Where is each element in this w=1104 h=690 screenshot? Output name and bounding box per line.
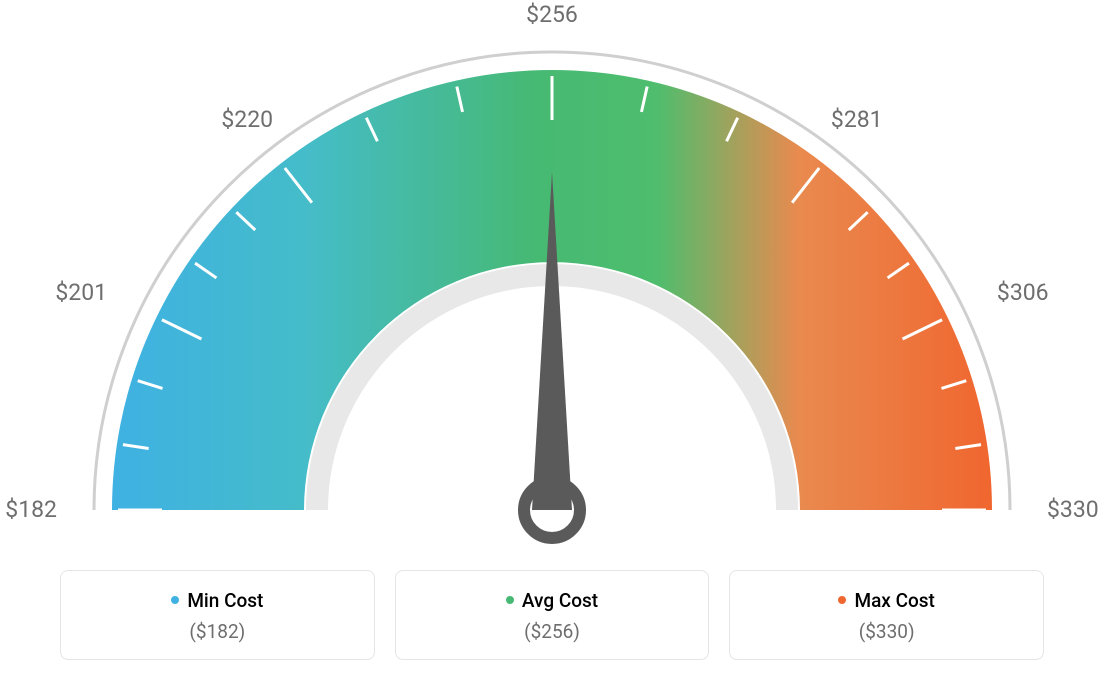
svg-text:$182: $182 <box>5 496 57 523</box>
legend-card-min: Min Cost ($182) <box>60 570 375 660</box>
legend-value-min: ($182) <box>71 620 364 643</box>
legend-label-avg: Avg Cost <box>522 589 598 612</box>
legend-row: Min Cost ($182) Avg Cost ($256) Max Cost… <box>60 570 1044 660</box>
legend-title-min: Min Cost <box>71 589 364 612</box>
svg-text:$220: $220 <box>221 106 273 133</box>
gauge-svg: $182 $201 $220 $256 $281 $306 $330 <box>0 0 1104 560</box>
svg-text:$281: $281 <box>831 106 883 133</box>
svg-text:$306: $306 <box>997 279 1049 306</box>
legend-dot-max <box>838 596 846 604</box>
legend-card-avg: Avg Cost ($256) <box>395 570 710 660</box>
legend-value-max: ($330) <box>740 620 1033 643</box>
legend-label-min: Min Cost <box>187 589 263 612</box>
legend-title-max: Max Cost <box>740 589 1033 612</box>
svg-text:$256: $256 <box>526 1 578 28</box>
legend-label-max: Max Cost <box>854 589 934 612</box>
cost-gauge: $182 $201 $220 $256 $281 $306 $330 <box>0 0 1104 560</box>
svg-text:$201: $201 <box>55 279 107 306</box>
legend-dot-avg <box>506 596 514 604</box>
legend-value-avg: ($256) <box>406 620 699 643</box>
svg-text:$330: $330 <box>1047 496 1099 523</box>
legend-card-max: Max Cost ($330) <box>729 570 1044 660</box>
legend-dot-min <box>171 596 179 604</box>
legend-title-avg: Avg Cost <box>406 589 699 612</box>
